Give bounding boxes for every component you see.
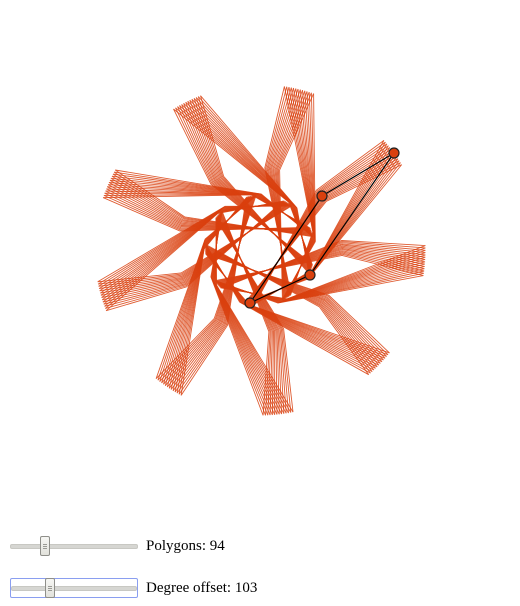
control-handles[interactable] — [244, 147, 400, 309]
vertex-handle-1[interactable] — [244, 297, 256, 309]
vertex-handle-4[interactable] — [304, 269, 316, 281]
polygon-drawing-canvas[interactable] — [0, 0, 520, 500]
polygons-control: Polygons: 94 — [10, 534, 225, 558]
polygons-slider[interactable] — [10, 536, 138, 556]
degree-offset-slider-track — [11, 586, 137, 591]
degree-offset-label: Degree offset: 103 — [146, 579, 258, 596]
polygons-label: Polygons: 94 — [146, 537, 225, 554]
degree-offset-control: Degree offset: 103 — [10, 576, 257, 600]
vertex-handle-2[interactable] — [316, 190, 328, 202]
degree-offset-slider[interactable] — [10, 578, 138, 598]
polygon-copy — [200, 95, 310, 275]
vertex-handle-3[interactable] — [388, 147, 400, 159]
polygons-slider-track — [10, 544, 138, 549]
rotated-polygon-stack — [97, 86, 426, 416]
polygons-slider-thumb[interactable] — [39, 536, 50, 556]
degree-offset-slider-thumb[interactable] — [45, 578, 56, 598]
polygon-copy — [279, 93, 316, 301]
